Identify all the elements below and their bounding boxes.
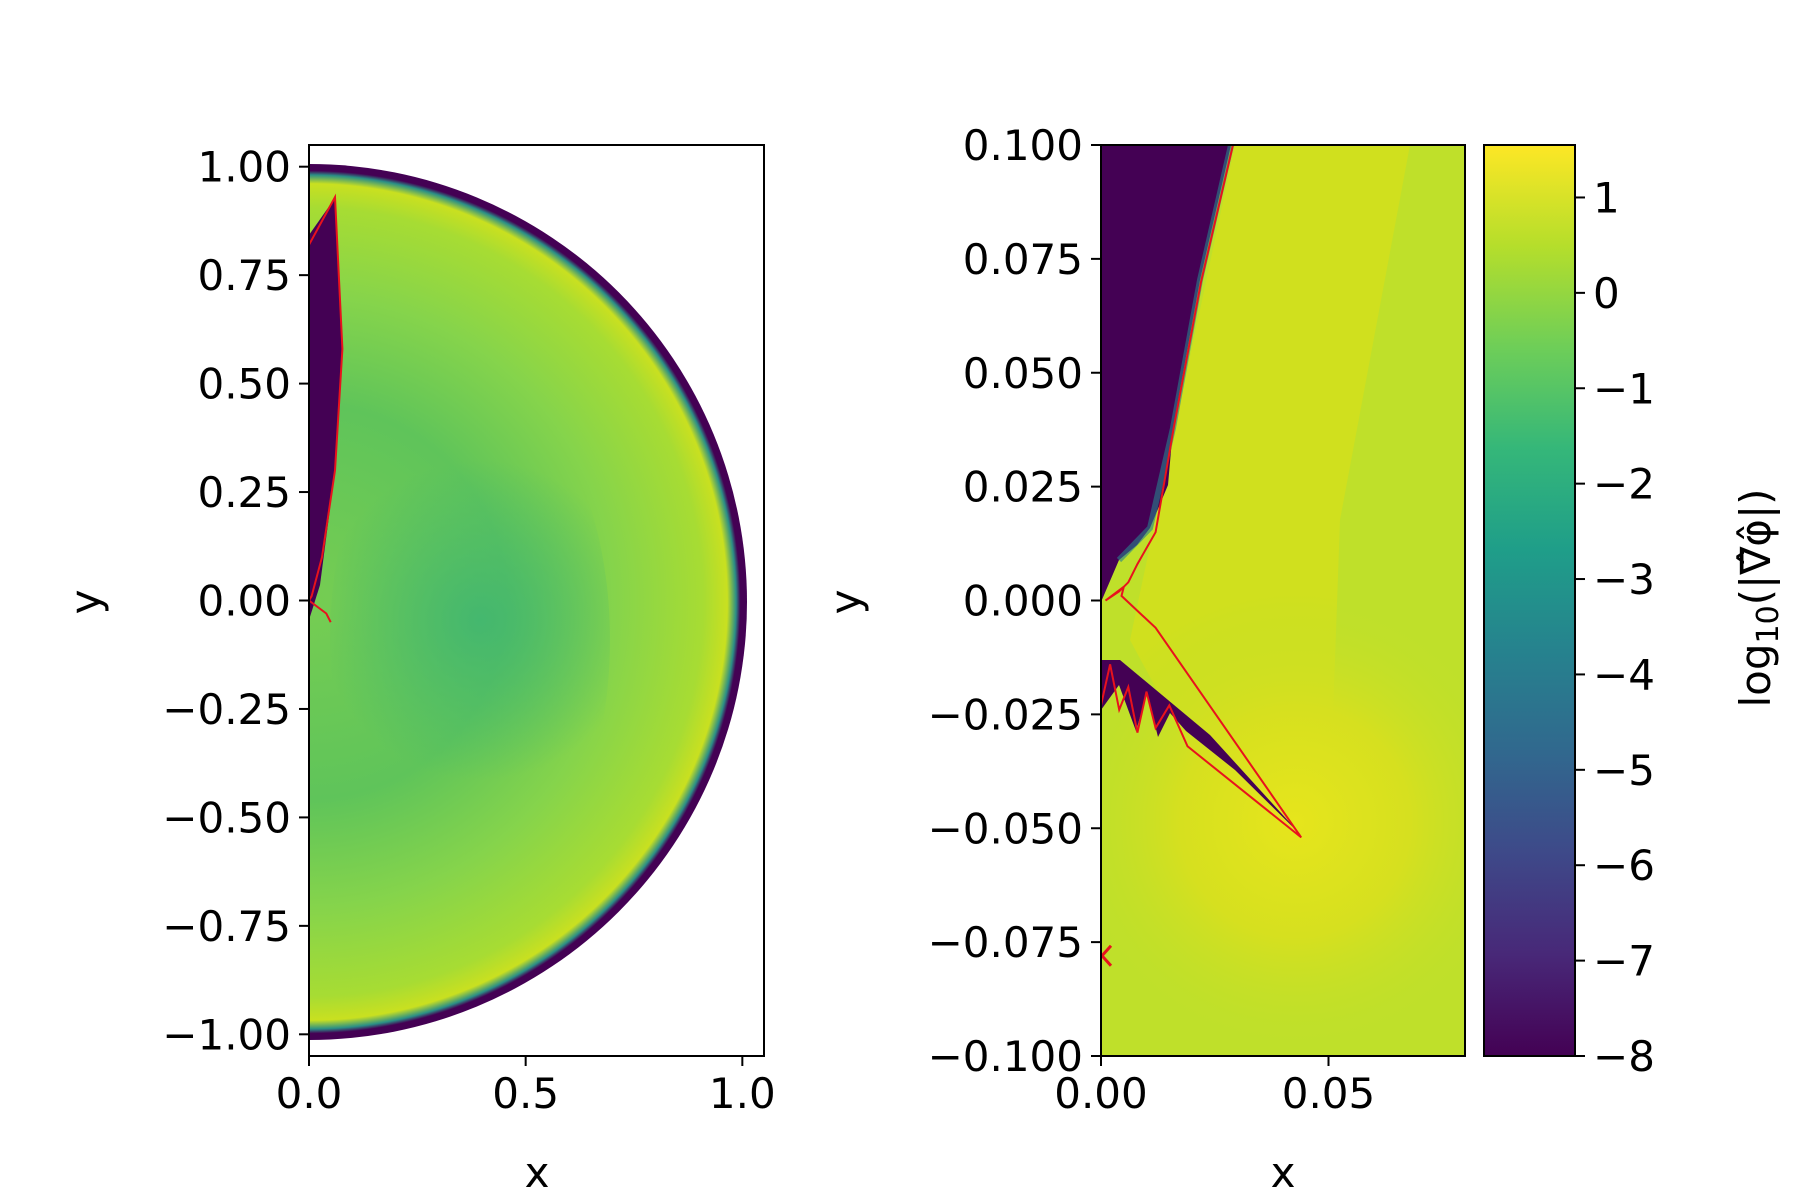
left-xtick-label: 0.0	[276, 1069, 343, 1118]
right-ytick-label: 0.075	[963, 235, 1083, 284]
colorbar-ticks: 1 0 −1 −2 −3 −4 −5 −6 −7 −8	[1575, 173, 1655, 1081]
right-contour-line	[1100, 144, 1303, 839]
left-ytick-label: −0.25	[162, 685, 291, 734]
left-heatmap	[309, 164, 747, 1040]
left-ytick-label: 1.00	[197, 143, 291, 192]
right-glow	[1101, 500, 1465, 1056]
left-panel: 0.0 0.5 1.0 1.00 0.75 0.50 0.25 0.00 −0.25 −0.50…	[61, 143, 776, 1197]
right-y-ticks: 0.100 0.075 0.050 0.025 0.000 −0.025 −0.050 −0.…	[928, 121, 1101, 1081]
left-inner-band	[330, 380, 610, 900]
right-dark-region	[1101, 145, 1231, 602]
right-heatmap	[1101, 145, 1465, 1056]
right-ytick-label: −0.050	[928, 804, 1083, 853]
colorbar-tick-label: −1	[1593, 364, 1655, 413]
colorbar-gradient	[1484, 145, 1575, 1056]
left-dark-wedge	[309, 198, 343, 620]
left-ytick-label: 0.25	[197, 468, 291, 517]
left-xlabel: x	[525, 1148, 550, 1197]
colorbar-tick-label: −8	[1593, 1032, 1655, 1081]
left-ytick-label: −0.75	[162, 902, 291, 951]
colorbar-label: log10(|∇̂φ̂|)	[1731, 488, 1786, 707]
colorbar-tick-label: −7	[1593, 937, 1655, 986]
right-xlabel: x	[1271, 1148, 1296, 1197]
right-x-ticks: 0.00 0.05	[1054, 1056, 1375, 1118]
right-ytick-label: −0.100	[928, 1032, 1083, 1081]
left-ylabel: y	[61, 590, 110, 615]
left-contour-line	[307, 193, 344, 623]
right-ytick-label: −0.075	[928, 918, 1083, 967]
left-xtick-label: 0.5	[492, 1069, 559, 1118]
right-ytick-label: 0.000	[963, 577, 1083, 626]
right-ytick-label: 0.025	[963, 463, 1083, 512]
right-xtick-label: 0.00	[1054, 1069, 1148, 1118]
colorbar-tick-label: −3	[1593, 555, 1655, 604]
right-dark-lower	[1101, 660, 1301, 835]
left-xtick-label: 1.0	[709, 1069, 776, 1118]
left-ytick-label: 0.00	[197, 577, 291, 626]
colorbar-frame	[1483, 144, 1576, 1057]
colorbar-tick-label: −4	[1593, 650, 1655, 699]
colorbar-tick-label: −6	[1593, 841, 1655, 890]
left-x-ticks: 0.0 0.5 1.0	[276, 1056, 776, 1118]
left-ytick-label: −0.50	[162, 793, 291, 842]
colorbar-tick-label: 1	[1593, 173, 1620, 222]
left-ytick-label: −1.00	[162, 1010, 291, 1059]
left-ytick-label: 0.75	[197, 251, 291, 300]
right-ytick-label: 0.100	[963, 121, 1083, 170]
colorbar-tick-label: −2	[1593, 460, 1655, 509]
right-ytick-label: 0.050	[963, 349, 1083, 398]
colorbar: 1 0 −1 −2 −3 −4 −5 −6 −7 −8 log10(|∇̂φ̂|)	[1483, 144, 1786, 1081]
right-panel: 0.00 0.05 0.100 0.075 0.050 0.025 0.000 −0.025…	[821, 121, 1466, 1197]
left-ytick-label: 0.50	[197, 360, 291, 409]
colorbar-tick-label: 0	[1593, 269, 1620, 318]
right-ylabel: y	[821, 590, 870, 615]
right-xtick-label: 0.05	[1282, 1069, 1376, 1118]
colorbar-tick-label: −5	[1593, 746, 1655, 795]
right-ytick-label: −0.025	[928, 690, 1083, 739]
left-y-ticks: 1.00 0.75 0.50 0.25 0.00 −0.25 −0.50 −0.75 −1.00	[162, 143, 309, 1059]
